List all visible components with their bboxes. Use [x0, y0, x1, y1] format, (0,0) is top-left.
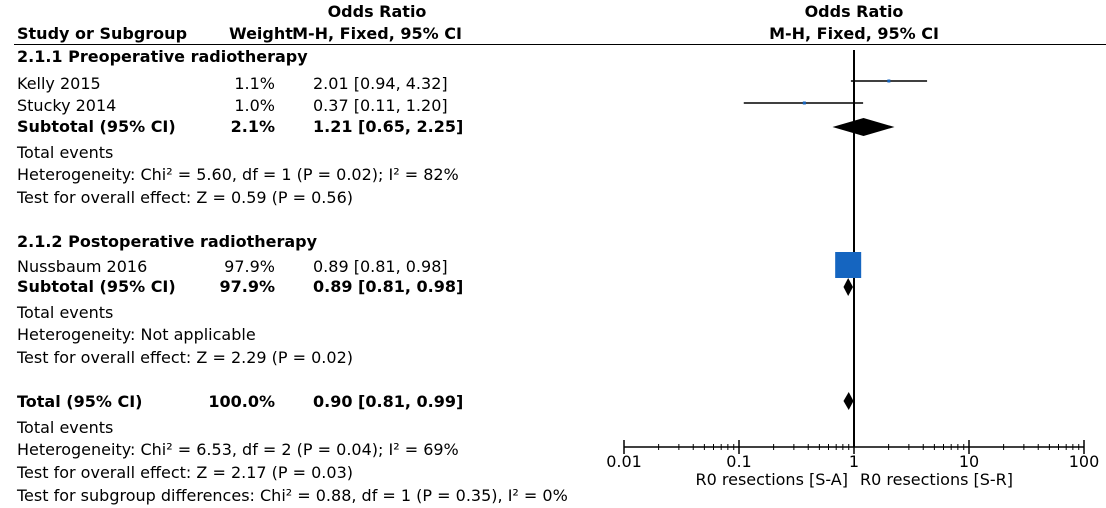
subtotal-diamond-postoperative	[843, 278, 853, 296]
study-box-stucky-2014	[802, 101, 806, 105]
study-label-stucky-2014: Stucky 2014	[17, 96, 117, 115]
subtotal-label-postoperative: Subtotal (95% CI)	[17, 277, 176, 296]
column-header-weight: Weight	[229, 24, 293, 43]
subtotal-ci-postoperative: 0.89 [0.81, 0.98]	[313, 277, 464, 296]
x-tick-label: 10	[959, 452, 979, 471]
plot-column-method: M-H, Fixed, 95% CI	[769, 24, 939, 43]
x-tick-label: 0.01	[606, 452, 642, 471]
subgroup-heading-preoperative: 2.1.1 Preoperative radiotherapy	[17, 47, 308, 66]
plot-column-title: Odds Ratio	[804, 2, 904, 21]
subtotal-diamond-preoperative	[832, 118, 895, 136]
total-ci: 0.90 [0.81, 0.99]	[313, 392, 464, 411]
study-ci-nussbaum-2016: 0.89 [0.81, 0.98]	[313, 257, 448, 276]
study-weight-kelly-2015: 1.1%	[234, 74, 275, 93]
study-ci-stucky-2014: 0.37 [0.11, 1.20]	[313, 96, 448, 115]
x-tick-label: 1	[849, 452, 859, 471]
total-label: Total (95% CI)	[17, 392, 143, 411]
overall-effect-preoperative: Test for overall effect: Z = 0.59 (P = 0…	[17, 188, 353, 207]
study-label-kelly-2015: Kelly 2015	[17, 74, 101, 93]
study-weight-stucky-2014: 1.0%	[234, 96, 275, 115]
study-weight-nussbaum-2016: 97.9%	[224, 257, 275, 276]
odds-ratio-column-method: M-H, Fixed, 95% CI	[292, 24, 462, 43]
total-diamond	[843, 392, 854, 410]
header-divider	[14, 44, 1106, 45]
study-box-kelly-2015	[887, 79, 891, 83]
favours-left-label: R0 resections [S-A]	[695, 470, 848, 489]
overall-effect-total: Test for overall effect: Z = 2.17 (P = 0…	[17, 463, 353, 482]
subtotal-ci-preoperative: 1.21 [0.65, 2.25]	[313, 117, 464, 136]
subtotal-weight-postoperative: 97.9%	[219, 277, 275, 296]
x-tick-label: 0.1	[726, 452, 751, 471]
total-events-preoperative: Total events	[17, 143, 114, 162]
heterogeneity-postoperative: Heterogeneity: Not applicable	[17, 325, 256, 344]
total-events-postoperative: Total events	[17, 303, 114, 322]
study-ci-kelly-2015: 2.01 [0.94, 4.32]	[313, 74, 448, 93]
study-box-nussbaum-2016	[835, 252, 862, 278]
heterogeneity-preoperative: Heterogeneity: Chi² = 5.60, df = 1 (P = …	[17, 165, 459, 184]
subgroup-heading-postoperative: 2.1.2 Postoperative radiotherapy	[17, 232, 318, 251]
study-label-nussbaum-2016: Nussbaum 2016	[17, 257, 148, 276]
overall-effect-postoperative: Test for overall effect: Z = 2.29 (P = 0…	[17, 348, 353, 367]
odds-ratio-column-title: Odds Ratio	[327, 2, 427, 21]
total-events-overall: Total events	[17, 418, 114, 437]
x-tick-label: 100	[1069, 452, 1100, 471]
subtotal-weight-preoperative: 2.1%	[230, 117, 275, 136]
subgroup-differences-test: Test for subgroup differences: Chi² = 0.…	[17, 486, 568, 505]
total-weight: 100.0%	[208, 392, 275, 411]
favours-right-label: R0 resections [S-R]	[860, 470, 1013, 489]
heterogeneity-overall: Heterogeneity: Chi² = 6.53, df = 2 (P = …	[17, 440, 459, 459]
subtotal-label-preoperative: Subtotal (95% CI)	[17, 117, 176, 136]
column-header-study: Study or Subgroup	[17, 24, 188, 43]
